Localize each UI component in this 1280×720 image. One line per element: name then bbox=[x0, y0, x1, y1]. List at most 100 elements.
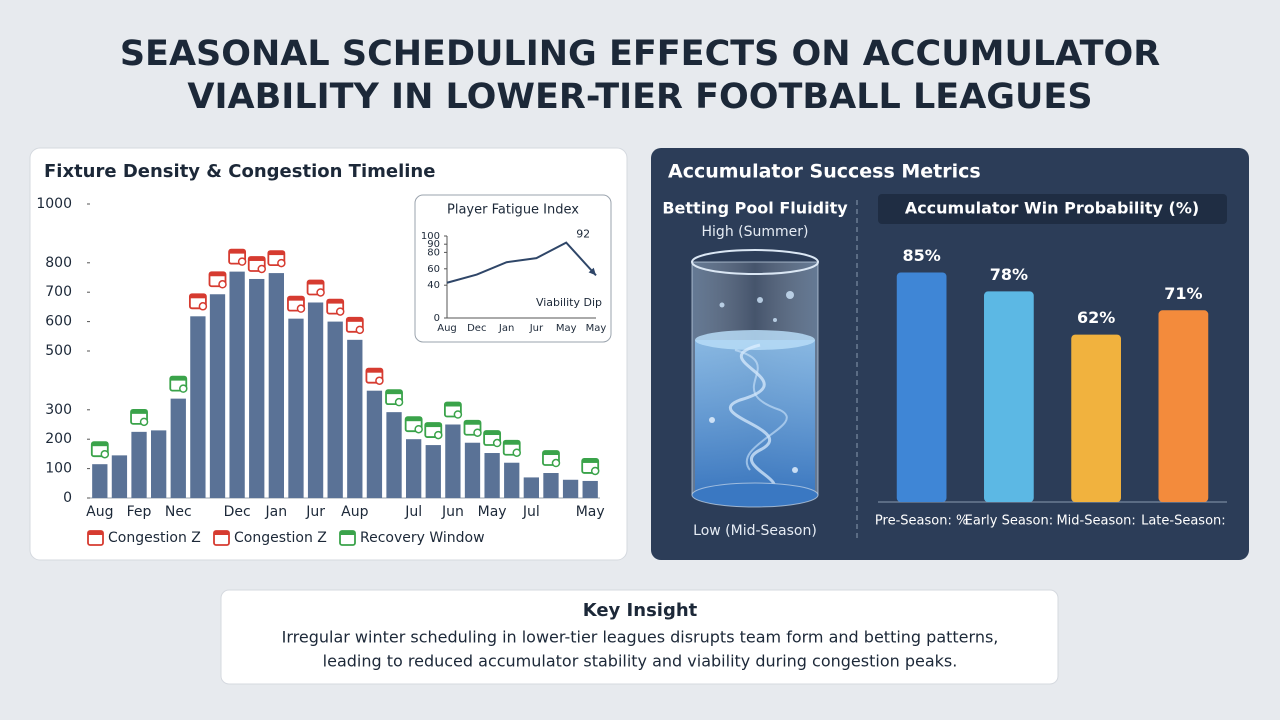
y-tick-label: 80 bbox=[427, 247, 440, 258]
bar bbox=[523, 477, 539, 498]
x-tick-label: Mid-Season: bbox=[1056, 514, 1135, 529]
y-tick-label: 0 bbox=[434, 313, 440, 324]
x-tick-label: Jan bbox=[265, 504, 288, 520]
x-tick-label: Aup bbox=[341, 504, 368, 520]
bar bbox=[406, 439, 422, 498]
marker-icon bbox=[296, 304, 306, 313]
bar bbox=[1071, 334, 1121, 502]
marker-icon bbox=[503, 440, 520, 445]
insight-line: Irregular winter scheduling in lower-tie… bbox=[282, 628, 999, 647]
marker-icon bbox=[189, 294, 206, 299]
bar bbox=[896, 272, 947, 502]
legend-label: Recovery Window bbox=[360, 530, 485, 546]
marker-icon bbox=[366, 368, 383, 373]
legend-icon bbox=[214, 531, 229, 535]
marker-icon bbox=[355, 325, 365, 335]
marker-icon bbox=[209, 272, 226, 277]
y-tick-label: 90 bbox=[427, 239, 440, 250]
y-tick-label: 300 bbox=[45, 402, 72, 418]
marker-icon bbox=[100, 449, 110, 459]
marker-icon bbox=[542, 451, 559, 456]
x-tick-label: Jur bbox=[305, 504, 325, 520]
bar bbox=[131, 431, 147, 498]
legend-icon bbox=[340, 531, 355, 535]
bar bbox=[151, 430, 167, 498]
x-tick-label: Fep bbox=[127, 504, 152, 520]
marker-icon bbox=[198, 302, 208, 311]
y-tick-label: 200 bbox=[45, 431, 72, 447]
annotation: Viability Dip bbox=[536, 296, 602, 309]
insight-line: leading to reduced accumulator stability… bbox=[323, 652, 958, 671]
marker-icon bbox=[237, 257, 247, 266]
marker-icon bbox=[287, 296, 304, 301]
title-line: SEASONAL SCHEDULING EFFECTS ON ACCUMULAT… bbox=[120, 34, 1160, 74]
x-tick-label: Jun bbox=[441, 504, 464, 520]
y-tick-label: 60 bbox=[427, 264, 440, 275]
y-tick-label: 500 bbox=[45, 343, 72, 359]
marker-icon bbox=[375, 376, 384, 385]
bar bbox=[484, 453, 500, 498]
marker-icon bbox=[327, 299, 344, 304]
marker-icon bbox=[248, 256, 265, 261]
marker-icon bbox=[268, 251, 285, 256]
header-box bbox=[878, 194, 1227, 224]
bar bbox=[307, 302, 324, 498]
marker-icon bbox=[218, 280, 227, 289]
title-line: VIABILITY IN LOWER-TIER FOOTBALL LEAGUES bbox=[187, 77, 1092, 117]
marker-icon bbox=[405, 417, 422, 422]
bar bbox=[425, 445, 441, 498]
bar bbox=[386, 412, 402, 498]
x-tick-label: Jul bbox=[404, 504, 422, 520]
marker-icon bbox=[346, 317, 363, 322]
marker-icon bbox=[229, 249, 246, 254]
value-label: 92 bbox=[576, 228, 590, 241]
marker-icon bbox=[453, 410, 463, 419]
marker-icon bbox=[170, 376, 187, 381]
chart-title: Accumulator Win Probability (%) bbox=[905, 199, 1199, 218]
y-tick-label: 800 bbox=[45, 255, 72, 271]
marker-icon bbox=[464, 420, 481, 425]
bar bbox=[327, 321, 343, 498]
marker-icon bbox=[316, 288, 325, 297]
bar bbox=[92, 464, 108, 498]
x-tick-label: May bbox=[576, 504, 605, 520]
x-tick-label: May bbox=[556, 323, 577, 334]
marker-icon bbox=[492, 438, 502, 448]
marker-icon bbox=[582, 458, 599, 463]
x-tick-label: Dec bbox=[467, 323, 486, 334]
marker-icon bbox=[394, 397, 404, 407]
y-tick-label: 40 bbox=[427, 280, 440, 291]
legend-label: Congestion Z bbox=[234, 530, 327, 546]
line bbox=[446, 241, 597, 284]
y-tick-label: 1000 bbox=[36, 196, 72, 212]
x-tick-label: Jul bbox=[522, 504, 540, 520]
bar bbox=[170, 398, 186, 498]
marker-icon bbox=[551, 458, 561, 468]
value-label: 71% bbox=[1164, 284, 1202, 303]
chart-title: Player Fatigue Index bbox=[447, 203, 579, 218]
bar bbox=[347, 339, 363, 498]
bar bbox=[562, 479, 579, 498]
fluidity-high: High (Summer) bbox=[702, 224, 809, 240]
marker-icon bbox=[414, 424, 423, 434]
x-tick-label: Nec bbox=[165, 504, 192, 520]
marker-icon bbox=[335, 307, 345, 316]
x-tick-label: Late-Season: bbox=[1141, 514, 1226, 529]
y-tick-label: 0 bbox=[63, 490, 72, 506]
marker-icon bbox=[425, 423, 442, 428]
x-tick-label: Jur bbox=[529, 323, 544, 334]
arrowhead bbox=[588, 267, 596, 276]
insight-title: Key Insight bbox=[583, 600, 698, 621]
value-label: 62% bbox=[1077, 308, 1115, 327]
inset-panel bbox=[414, 194, 612, 343]
panel-title: Accumulator Success Metrics bbox=[668, 161, 981, 183]
marker-icon bbox=[179, 384, 188, 393]
y-tick-label: 600 bbox=[45, 314, 72, 330]
bar bbox=[366, 390, 383, 498]
x-tick-label: Aug bbox=[437, 323, 457, 334]
x-tick-label: Dec bbox=[224, 504, 251, 520]
bar bbox=[190, 316, 206, 498]
bar bbox=[582, 480, 598, 498]
